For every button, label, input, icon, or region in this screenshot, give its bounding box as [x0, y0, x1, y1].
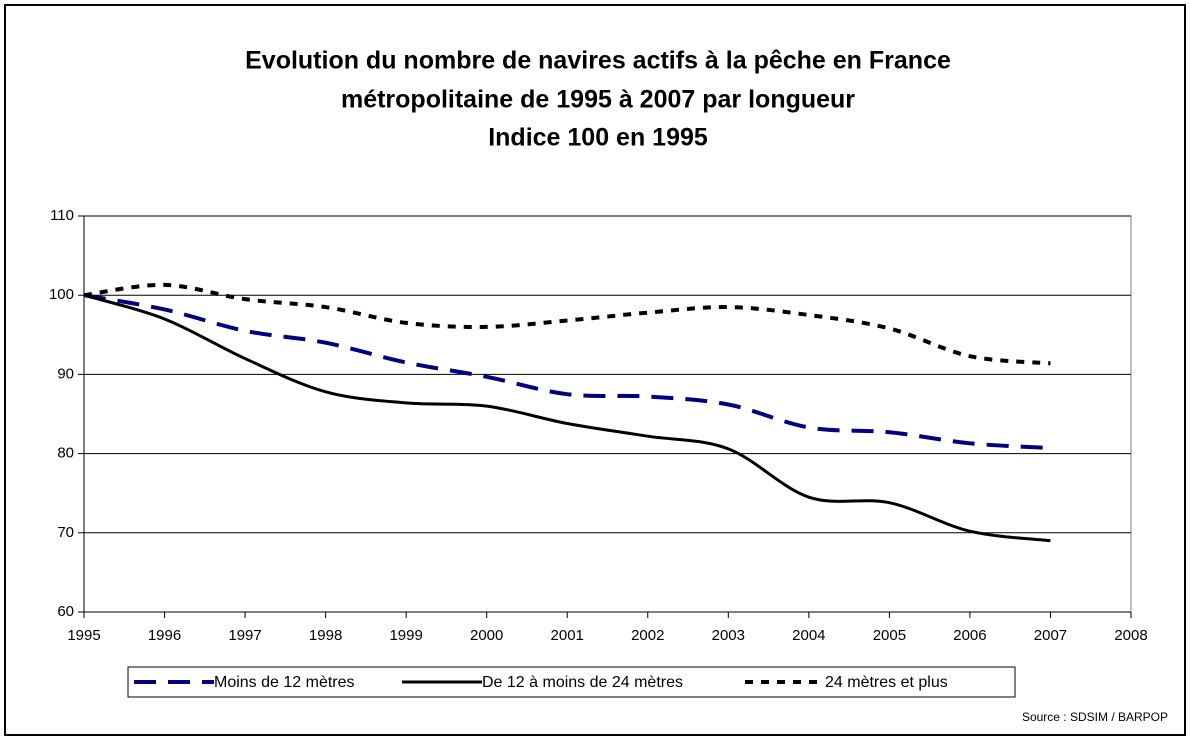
x-tick-label: 2005 — [873, 627, 906, 644]
x-tick-label: 1999 — [389, 627, 422, 644]
series-line — [83, 282, 1051, 366]
x-tick-label: 1997 — [228, 627, 261, 644]
y-tick-label: 100 — [49, 286, 74, 303]
x-tick-label: 1996 — [148, 627, 181, 644]
series-line — [83, 293, 1051, 543]
x-tick-label: 2002 — [631, 627, 664, 644]
y-tick-label: 60 — [57, 603, 74, 620]
x-tick-label: 2001 — [551, 627, 584, 644]
legend-box — [127, 666, 1016, 698]
series-line — [83, 293, 1051, 451]
x-tick-label: 1998 — [309, 627, 342, 644]
plot-area — [83, 215, 1132, 613]
x-tick-label: 1995 — [67, 627, 100, 644]
y-tick-label: 110 — [50, 207, 74, 224]
x-tick-label: 2008 — [1114, 627, 1147, 644]
x-tick-label: 2004 — [792, 627, 825, 644]
legend-label: Moins de 12 mètres — [214, 674, 355, 691]
x-tick-label: 2007 — [1034, 627, 1067, 644]
legend-label: De 12 à moins de 24 mètres — [482, 674, 683, 691]
chart-title: Evolution du nombre de navires actifs à … — [245, 47, 951, 75]
chart-subtitle: Indice 100 en 1995 — [488, 124, 708, 152]
y-tick-label: 70 — [57, 524, 74, 541]
x-tick-label: 2000 — [470, 627, 503, 644]
legend-label: 24 mètres et plus — [825, 674, 948, 691]
y-tick-label: 90 — [57, 365, 74, 382]
x-tick-label: 2006 — [953, 627, 986, 644]
source-note: Source : SDSIM / BARPOP — [1022, 710, 1168, 724]
x-tick-label: 2003 — [712, 627, 745, 644]
chart-title: métropolitaine de 1995 à 2007 par longue… — [341, 86, 855, 114]
y-tick-label: 80 — [57, 445, 74, 462]
